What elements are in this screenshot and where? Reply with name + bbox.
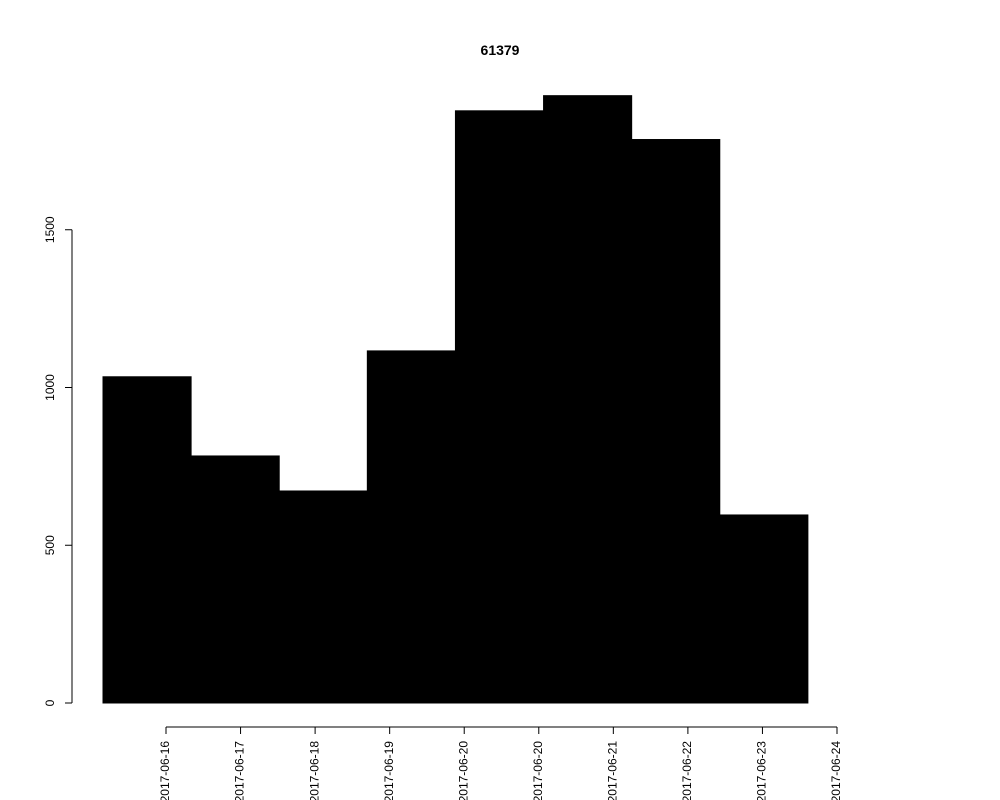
y-tick-label: 500: [43, 535, 57, 555]
x-tick-label: 2017-06-19: [382, 741, 396, 800]
bar: [719, 514, 809, 704]
bar: [454, 110, 545, 704]
y-tick-label: 1000: [43, 374, 57, 401]
bar: [102, 376, 192, 704]
bar: [278, 490, 368, 704]
bar: [366, 350, 456, 704]
bar: [543, 95, 633, 704]
x-tick-label: 2017-06-16: [158, 741, 172, 800]
x-tick-label: 2017-06-22: [680, 741, 694, 800]
chart-title: 61379: [481, 42, 520, 58]
x-tick-label: 2017-06-20: [531, 741, 545, 800]
bar: [631, 139, 721, 704]
bar: [190, 455, 280, 704]
y-tick-label: 0: [43, 699, 57, 706]
y-tick-label: 1500: [43, 216, 57, 243]
x-tick-label: 2017-06-23: [755, 741, 769, 800]
x-tick-label: 2017-06-21: [606, 741, 620, 800]
x-tick-label: 2017-06-17: [233, 741, 247, 800]
x-tick-label: 2017-06-18: [307, 741, 321, 800]
x-tick-label: 2017-06-24: [829, 741, 843, 800]
x-tick-label: 2017-06-20: [456, 741, 470, 800]
